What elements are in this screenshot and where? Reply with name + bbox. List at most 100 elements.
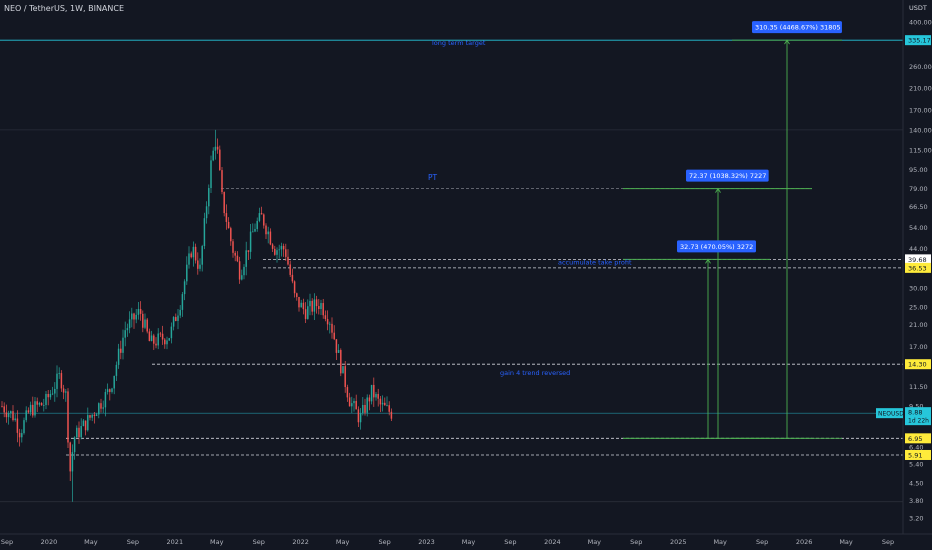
candle-body[interactable]	[80, 426, 82, 438]
candle-body[interactable]	[111, 388, 113, 392]
candle-body[interactable]	[366, 397, 368, 413]
candle-body[interactable]	[73, 437, 76, 453]
candle-body[interactable]	[293, 281, 296, 294]
candle-body[interactable]	[179, 309, 181, 316]
candle-body[interactable]	[274, 248, 276, 255]
price-level-label[interactable]	[905, 35, 931, 46]
candle-body[interactable]	[331, 323, 333, 333]
candle-body[interactable]	[120, 348, 122, 353]
candle-body[interactable]	[359, 413, 362, 423]
candle-body[interactable]	[344, 366, 346, 388]
candle-body[interactable]	[186, 264, 188, 282]
candle-body[interactable]	[126, 328, 129, 331]
candle-body[interactable]	[137, 308, 140, 315]
candle-body[interactable]	[311, 300, 313, 312]
candle-body[interactable]	[337, 350, 340, 353]
candle-body[interactable]	[379, 398, 382, 405]
candles[interactable]	[1, 129, 393, 502]
measure-label-box[interactable]	[677, 240, 756, 253]
candle-body[interactable]	[47, 393, 49, 398]
candle-body[interactable]	[157, 333, 159, 346]
candle-body[interactable]	[320, 303, 322, 310]
candle-body[interactable]	[16, 418, 19, 433]
candle-body[interactable]	[326, 319, 329, 325]
candle-body[interactable]	[153, 335, 155, 344]
price-axis[interactable]: USDT3.203.804.505.406.409.5011.5014.0017…	[876, 0, 932, 550]
candle-body[interactable]	[285, 249, 287, 257]
candle-body[interactable]	[247, 250, 250, 252]
candle-body[interactable]	[113, 375, 115, 389]
candle-body[interactable]	[122, 337, 124, 353]
candle-body[interactable]	[139, 308, 142, 314]
candle-body[interactable]	[14, 418, 16, 421]
candle-body[interactable]	[291, 274, 294, 282]
candle-body[interactable]	[71, 452, 74, 472]
candle-body[interactable]	[192, 246, 195, 258]
measure-label-box[interactable]	[686, 169, 769, 182]
candle-body[interactable]	[267, 231, 269, 235]
candle-body[interactable]	[76, 427, 78, 438]
candle-body[interactable]	[249, 231, 252, 252]
candle-body[interactable]	[362, 404, 364, 414]
candle-body[interactable]	[23, 420, 25, 434]
candle-body[interactable]	[45, 393, 47, 405]
candle-body[interactable]	[324, 315, 327, 320]
candle-body[interactable]	[51, 393, 54, 395]
candle-body[interactable]	[199, 264, 201, 269]
candle-body[interactable]	[104, 391, 107, 408]
candle-body[interactable]	[91, 414, 93, 418]
candle-body[interactable]	[168, 338, 170, 341]
candle-body[interactable]	[287, 256, 289, 265]
candle-body[interactable]	[302, 302, 305, 310]
candle-body[interactable]	[254, 228, 256, 232]
candle-body[interactable]	[208, 188, 210, 207]
candle-body[interactable]	[109, 389, 111, 392]
candle-body[interactable]	[256, 220, 258, 229]
candle-body[interactable]	[84, 420, 87, 431]
candle-body[interactable]	[258, 213, 261, 221]
candle-body[interactable]	[241, 275, 243, 280]
candle-body[interactable]	[177, 315, 179, 321]
candle-body[interactable]	[100, 403, 102, 409]
candle-body[interactable]	[89, 415, 91, 418]
candle-body[interactable]	[54, 388, 56, 394]
candle-body[interactable]	[58, 373, 60, 374]
candle-body[interactable]	[263, 214, 265, 226]
candle-body[interactable]	[131, 313, 133, 320]
candle-body[interactable]	[346, 387, 349, 398]
candle-body[interactable]	[304, 309, 307, 319]
candle-body[interactable]	[333, 332, 335, 340]
candle-body[interactable]	[102, 407, 104, 409]
measure-label-box[interactable]	[752, 21, 842, 34]
candle-body[interactable]	[65, 391, 67, 393]
candle-body[interactable]	[386, 405, 388, 406]
candle-body[interactable]	[265, 225, 267, 235]
candle-body[interactable]	[135, 314, 137, 320]
candle-body[interactable]	[7, 413, 10, 418]
candle-body[interactable]	[219, 149, 221, 171]
candle-body[interactable]	[29, 404, 32, 413]
candle-body[interactable]	[216, 146, 219, 150]
candle-body[interactable]	[148, 331, 151, 342]
candle-body[interactable]	[159, 333, 162, 335]
candle-body[interactable]	[87, 415, 89, 431]
candle-body[interactable]	[166, 340, 168, 345]
price-level-label[interactable]	[905, 262, 931, 273]
candle-body[interactable]	[355, 400, 357, 410]
price-level-label[interactable]	[905, 359, 931, 370]
measurement-tools[interactable]: 310.35 (4468.67%) 31805 72.37 (1038.32%) …	[623, 21, 842, 439]
candle-body[interactable]	[144, 319, 146, 328]
candle-body[interactable]	[296, 293, 298, 297]
symbol-badge[interactable]	[876, 408, 903, 419]
candle-body[interactable]	[342, 366, 344, 374]
candle-body[interactable]	[307, 306, 309, 319]
candle-body[interactable]	[69, 442, 71, 472]
candle-body[interactable]	[368, 397, 371, 402]
candle-body[interactable]	[5, 412, 8, 418]
candle-body[interactable]	[146, 319, 148, 332]
candle-body[interactable]	[170, 326, 173, 339]
candle-body[interactable]	[289, 264, 291, 275]
candle-body[interactable]	[335, 339, 338, 353]
price-level-label[interactable]	[905, 254, 931, 265]
